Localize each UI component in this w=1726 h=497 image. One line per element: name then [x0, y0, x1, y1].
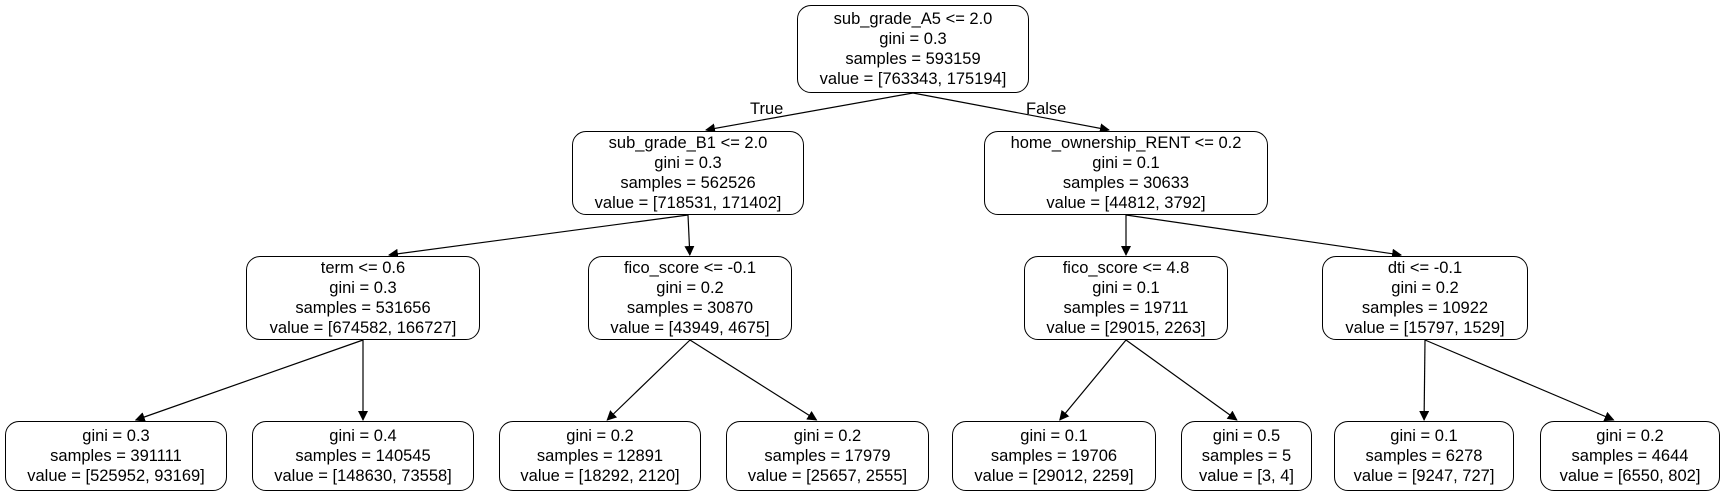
edge-n1-n4 — [684, 214, 695, 256]
node-samples: samples = 19706 — [990, 447, 1118, 465]
true-branch-label: True — [750, 100, 784, 118]
node-gini: gini = 0.2 — [1391, 279, 1459, 297]
split-node-home-ownership-rent: home_ownership_RENT <= 0.2 gini = 0.1 sa… — [984, 131, 1268, 215]
node-samples: samples = 562526 — [620, 174, 756, 192]
node-value: value = [44812, 3792] — [1046, 194, 1206, 212]
node-gini: gini = 0.2 — [1596, 427, 1664, 445]
node-condition: term <= 0.6 — [320, 259, 406, 277]
node-gini: gini = 0.3 — [329, 279, 397, 297]
leaf-node: gini = 0.3 samples = 391111 value = [525… — [5, 421, 227, 491]
node-gini: gini = 0.1 — [1092, 279, 1160, 297]
node-value: value = [25657, 2555] — [747, 467, 908, 485]
node-value: value = [29012, 2259] — [974, 467, 1134, 485]
node-samples: samples = 30870 — [626, 299, 754, 317]
root-node: sub_grade_A5 <= 2.0 gini = 0.3 samples =… — [797, 5, 1029, 93]
node-condition: fico_score <= -0.1 — [623, 259, 757, 277]
leaf-node: gini = 0.2 samples = 4644 value = [6550,… — [1540, 421, 1720, 491]
split-node-term: term <= 0.6 gini = 0.3 samples = 531656 … — [246, 256, 480, 340]
node-samples: samples = 6278 — [1365, 447, 1483, 465]
node-gini: gini = 0.2 — [793, 427, 862, 445]
node-condition: dti <= -0.1 — [1387, 259, 1463, 277]
edge-n5-l6 — [1125, 339, 1238, 421]
node-value: value = [674582, 166727] — [269, 319, 457, 337]
node-samples: samples = 5 — [1201, 447, 1292, 465]
leaf-node: gini = 0.2 samples = 12891 value = [1829… — [499, 421, 701, 491]
node-samples: samples = 19711 — [1063, 299, 1189, 317]
node-samples: samples = 391111 — [50, 447, 182, 465]
edge-n1-n3 — [388, 214, 689, 259]
leaf-node: gini = 0.4 samples = 140545 value = [148… — [252, 421, 474, 491]
edge-n3-l1 — [134, 339, 364, 422]
node-gini: gini = 0.1 — [1092, 154, 1160, 172]
node-value: value = [718531, 171402] — [594, 194, 782, 212]
node-value: value = [43949, 4675] — [610, 319, 770, 337]
leaf-node: gini = 0.5 samples = 5 value = [3, 4] — [1181, 421, 1312, 491]
node-condition: sub_grade_B1 <= 2.0 — [608, 134, 768, 152]
node-samples: samples = 10922 — [1361, 299, 1489, 317]
node-gini: gini = 0.2 — [656, 279, 724, 297]
split-node-dti: dti <= -0.1 gini = 0.2 samples = 10922 v… — [1322, 256, 1528, 340]
edge-n4-l4 — [689, 339, 818, 421]
split-node-fico-score-high: fico_score <= 4.8 gini = 0.1 samples = 1… — [1024, 256, 1228, 340]
node-condition: home_ownership_RENT <= 0.2 — [1010, 134, 1242, 152]
node-condition: sub_grade_A5 <= 2.0 — [833, 10, 993, 28]
node-gini: gini = 0.1 — [1020, 427, 1088, 445]
false-branch-label: False — [1026, 100, 1067, 118]
node-value: value = [525952, 93169] — [27, 467, 205, 485]
leaf-node: gini = 0.1 samples = 19706 value = [2901… — [952, 421, 1156, 491]
node-value: value = [29015, 2263] — [1046, 319, 1206, 337]
node-value: value = [148630, 73558] — [274, 467, 452, 485]
edge-n6-l8 — [1424, 339, 1615, 422]
node-value: value = [15797, 1529] — [1345, 319, 1505, 337]
leaf-node: gini = 0.1 samples = 6278 value = [9247,… — [1334, 421, 1514, 491]
node-samples: samples = 531656 — [295, 299, 431, 317]
edge-n5-l5 — [1059, 339, 1127, 421]
node-value: value = [9247, 727] — [1353, 467, 1495, 485]
node-gini: gini = 0.1 — [1390, 427, 1458, 445]
node-samples: samples = 17979 — [764, 447, 891, 465]
node-gini: gini = 0.2 — [566, 427, 634, 445]
edge-n2-n6 — [1125, 214, 1403, 259]
node-gini: gini = 0.3 — [82, 427, 150, 445]
node-value: value = [763343, 175194] — [819, 70, 1007, 88]
node-condition: fico_score <= 4.8 — [1062, 259, 1190, 277]
split-node-fico-score-low: fico_score <= -0.1 gini = 0.2 samples = … — [588, 256, 792, 340]
node-gini: gini = 0.5 — [1212, 427, 1281, 445]
node-gini: gini = 0.4 — [329, 427, 397, 445]
edge-n4-l3 — [606, 339, 691, 421]
edge-n6-l7 — [1419, 339, 1430, 421]
edge-n0-n1 — [705, 92, 914, 134]
edge-n0-n2 — [912, 92, 1110, 134]
node-value: value = [18292, 2120] — [520, 467, 680, 485]
leaf-node: gini = 0.2 samples = 17979 value = [2565… — [726, 421, 929, 491]
node-samples: samples = 12891 — [536, 447, 664, 465]
node-samples: samples = 140545 — [295, 447, 431, 465]
node-samples: samples = 593159 — [845, 50, 981, 68]
node-samples: samples = 4644 — [1571, 447, 1689, 465]
split-node-sub-grade-b1: sub_grade_B1 <= 2.0 gini = 0.3 samples =… — [572, 131, 804, 215]
node-value: value = [6550, 802] — [1559, 467, 1701, 485]
node-gini: gini = 0.3 — [879, 30, 947, 48]
node-value: value = [3, 4] — [1199, 467, 1294, 485]
node-gini: gini = 0.3 — [654, 154, 722, 172]
node-samples: samples = 30633 — [1062, 174, 1190, 192]
